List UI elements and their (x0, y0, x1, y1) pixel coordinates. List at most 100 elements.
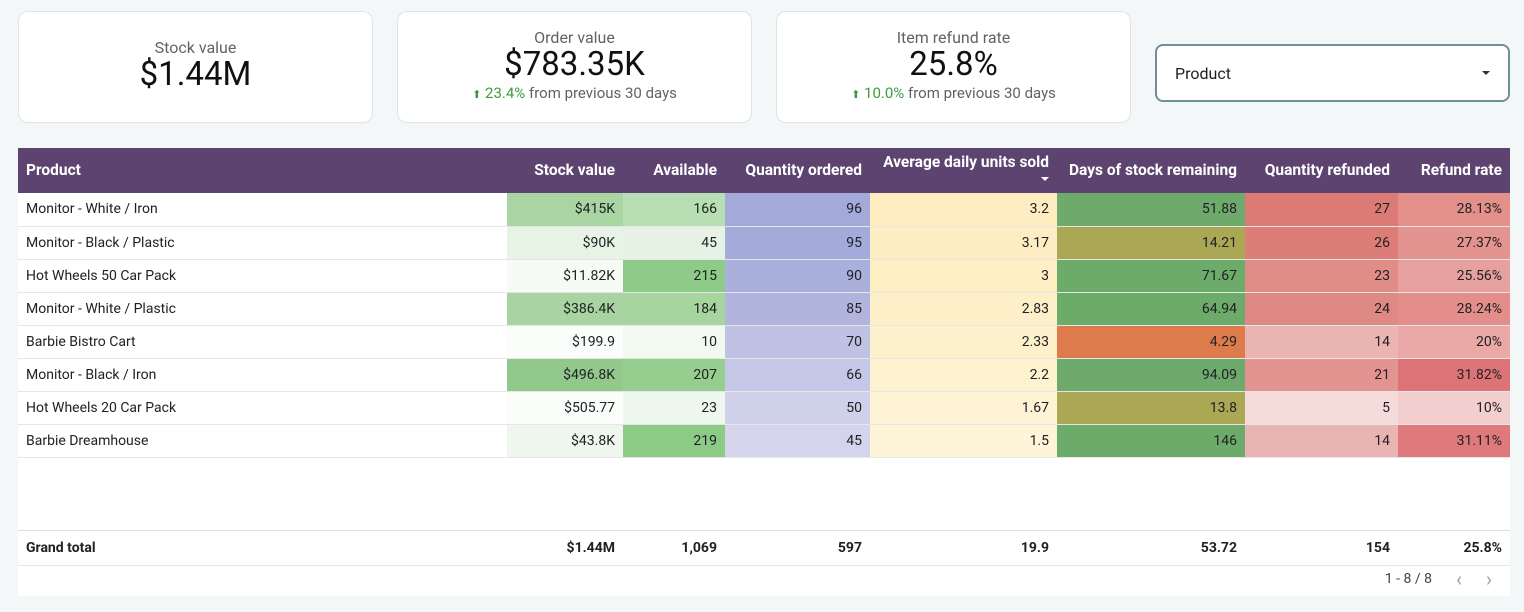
grand-total-row: Grand total $1.44M 1,069 597 19.9 53.72 … (18, 530, 1510, 566)
cell-available: 45 (623, 226, 725, 259)
table-row: Monitor - White / Plastic $386.4K 184 85 2.8… (18, 292, 1510, 325)
total-average-daily: 19.9 (1020, 540, 1049, 556)
cell-avg-daily: 3 (870, 259, 1057, 292)
total-stock-value: $1.44M (566, 540, 615, 556)
card-label: Stock value (154, 38, 237, 57)
card-value: $1.44M (139, 55, 252, 94)
pagination-range: 1 - 8 / 8 (1384, 571, 1432, 587)
caret-down-icon (1482, 71, 1490, 75)
cell-available: 166 (623, 193, 725, 226)
cell-refund-rate: 28.24% (1398, 292, 1510, 325)
table-row: Hot Wheels 20 Car Pack $505.77 23 50 1.67 13.… (18, 391, 1510, 424)
cell-product: Monitor - White / Iron (26, 201, 158, 218)
pagination: 1 - 8 / 8 ‹ › (1384, 567, 1492, 591)
arrow-up-icon: ⬆ (472, 88, 482, 101)
header-label: Average daily units sold (883, 152, 1049, 171)
header-product[interactable]: Product (26, 161, 81, 179)
header-stock-value[interactable]: Stock value (534, 161, 615, 179)
cell-stock-value: $90K (507, 226, 623, 259)
cell-available: 23 (623, 391, 725, 424)
cell-avg-daily: 3.17 (870, 226, 1057, 259)
cell-refund-rate: 31.82% (1398, 358, 1510, 391)
product-table: Product Stock value Available Quantity o… (18, 148, 1510, 596)
cell-refund-rate: 28.13% (1398, 193, 1510, 226)
table-row: Monitor - Black / Plastic $90K 45 95 3.17 14.… (18, 226, 1510, 259)
cell-qty-refunded: 5 (1245, 391, 1398, 424)
card-delta: ⬆ 10.0% from previous 30 days (777, 84, 1130, 102)
cell-stock-value: $496.8K (507, 358, 623, 391)
cell-product: Monitor - Black / Iron (26, 366, 157, 383)
cell-days-stock: 51.88 (1057, 193, 1245, 226)
cell-stock-value: $43.8K (507, 424, 623, 457)
cell-days-stock: 146 (1057, 424, 1245, 457)
cell-refund-rate: 31.11% (1398, 424, 1510, 457)
cell-available: 10 (623, 325, 725, 358)
cell-qty-refunded: 14 (1245, 325, 1398, 358)
cell-qty-ordered: 45 (725, 424, 870, 457)
dropdown-label: Product (1175, 63, 1231, 83)
header-average-daily-units-sold[interactable]: Average daily units sold (870, 148, 1057, 193)
cell-avg-daily: 2.33 (870, 325, 1057, 358)
cell-stock-value: $505.77 (507, 391, 623, 424)
cell-qty-ordered: 70 (725, 325, 870, 358)
header-available[interactable]: Available (653, 161, 717, 179)
chevron-left-icon[interactable]: ‹ (1455, 567, 1462, 591)
cell-refund-rate: 25.56% (1398, 259, 1510, 292)
cell-qty-ordered: 85 (725, 292, 870, 325)
cell-qty-ordered: 66 (725, 358, 870, 391)
total-available: 1,069 (681, 540, 717, 556)
card-value: $783.35K (504, 45, 645, 84)
cell-product: Barbie Bistro Cart (26, 333, 136, 350)
card-value: 25.8% (909, 45, 998, 84)
cell-available: 219 (623, 424, 725, 457)
card-label: Item refund rate (896, 28, 1011, 47)
cell-refund-rate: 10% (1398, 391, 1510, 424)
header-quantity-refunded[interactable]: Quantity refunded (1264, 161, 1390, 179)
cell-days-stock: 64.94 (1057, 292, 1245, 325)
cell-available: 184 (623, 292, 725, 325)
sort-desc-icon[interactable] (1041, 177, 1049, 182)
cell-qty-ordered: 90 (725, 259, 870, 292)
cell-avg-daily: 2.2 (870, 358, 1057, 391)
delta-percent: 23.4% (485, 84, 526, 102)
cell-qty-refunded: 27 (1245, 193, 1398, 226)
header-refund-rate[interactable]: Refund rate (1420, 161, 1502, 179)
refund-rate-card: Item refund rate 25.8% ⬆ 10.0% from prev… (776, 11, 1131, 123)
table-row: Barbie Dreamhouse $43.8K 219 45 1.5 146 14 31.1… (18, 424, 1510, 457)
cell-days-stock: 94.09 (1057, 358, 1245, 391)
cell-days-stock: 4.29 (1057, 325, 1245, 358)
card-label: Order value (534, 28, 615, 47)
delta-text: from previous 30 days (907, 84, 1056, 102)
table-row: Hot Wheels 50 Car Pack $11.82K 215 90 3 71.67… (18, 259, 1510, 292)
cell-avg-daily: 3.2 (870, 193, 1057, 226)
table-row: Monitor - Black / Iron $496.8K 207 66 2.2 94.… (18, 358, 1510, 391)
total-refund-rate: 25.8% (1463, 540, 1502, 556)
cell-qty-ordered: 95 (725, 226, 870, 259)
total-days-stock: 53.72 (1200, 540, 1237, 556)
header-quantity-ordered[interactable]: Quantity ordered (745, 161, 862, 179)
cell-product: Hot Wheels 20 Car Pack (26, 399, 177, 416)
table-header: Product Stock value Available Quantity o… (18, 148, 1510, 193)
cell-product: Monitor - Black / Plastic (26, 234, 175, 251)
cell-qty-ordered: 96 (725, 193, 870, 226)
cell-days-stock: 71.67 (1057, 259, 1245, 292)
arrow-up-icon: ⬆ (851, 88, 861, 101)
cell-avg-daily: 1.67 (870, 391, 1057, 424)
total-quantity-ordered: 597 (837, 540, 862, 556)
header-days-of-stock-remaining[interactable]: Days of stock remaining (1068, 161, 1237, 179)
cell-stock-value: $386.4K (507, 292, 623, 325)
cell-stock-value: $11.82K (507, 259, 623, 292)
product-filter-dropdown[interactable]: Product (1155, 44, 1510, 102)
cell-qty-refunded: 21 (1245, 358, 1398, 391)
cell-qty-refunded: 24 (1245, 292, 1398, 325)
cell-days-stock: 14.21 (1057, 226, 1245, 259)
cell-avg-daily: 2.83 (870, 292, 1057, 325)
table-row: Barbie Bistro Cart $199.9 10 70 2.33 4.29 14 20… (18, 325, 1510, 358)
delta-text: from previous 30 days (528, 84, 677, 102)
cell-refund-rate: 20% (1398, 325, 1510, 358)
grand-total-label: Grand total (26, 540, 96, 556)
cell-avg-daily: 1.5 (870, 424, 1057, 457)
cell-days-stock: 13.8 (1057, 391, 1245, 424)
chevron-right-icon[interactable]: › (1485, 567, 1492, 591)
cell-product: Monitor - White / Plastic (26, 300, 176, 317)
